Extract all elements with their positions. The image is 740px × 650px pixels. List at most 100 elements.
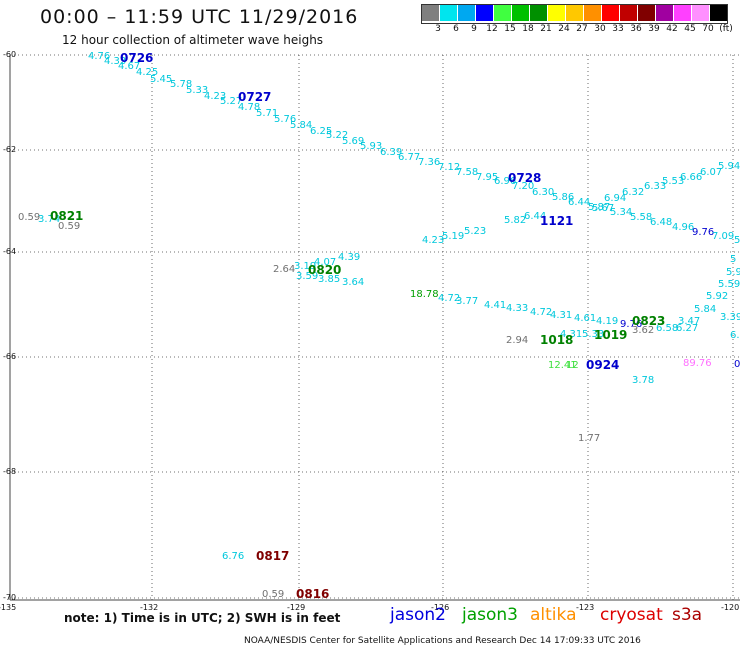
swh-value: 9.76 [692, 227, 715, 238]
legend-label: 24 [558, 24, 570, 34]
longitude-label: -126 [431, 603, 450, 612]
swh-value: 5.84 [290, 120, 313, 131]
longitude-label: -132 [140, 603, 159, 612]
swh-value: 7.20 [512, 181, 535, 192]
legend-swatch [602, 5, 620, 21]
swh-value: 5.92 [706, 291, 729, 302]
swh-value: 5.9 [726, 267, 740, 278]
swh-value: 6.30 [532, 187, 555, 198]
legend-label: 6 [453, 24, 459, 34]
swh-value: 5.19 [442, 231, 465, 242]
swh-value: 6.76 [222, 551, 245, 562]
swh-value: 3.85 [318, 274, 341, 285]
swh-value: 4.72 [530, 307, 553, 318]
swh-value: 5.33 [186, 85, 209, 96]
swh-value: 5.58 [630, 212, 653, 223]
swh-value: 6.33 [644, 181, 667, 192]
pass-time-label: 1019 [594, 328, 628, 342]
pass-time-label: 0821 [50, 209, 84, 223]
graticule [9, 54, 740, 601]
legend-label: 9 [471, 24, 477, 34]
swh-value: 4.41 [484, 300, 507, 311]
swh-value: 5.22 [326, 130, 349, 141]
swh-value: 5.23 [464, 226, 487, 237]
pass-time-label: 0924 [586, 358, 620, 372]
legend-swatch [458, 5, 476, 21]
legend-swatch [656, 5, 674, 21]
swh-value: 6.25 [310, 126, 333, 137]
swh-value: 3.64 [342, 277, 365, 288]
swh-value: 4.23 [422, 235, 445, 246]
swh-value: 4.33 [104, 56, 127, 67]
latitude-label: -64 [3, 247, 17, 256]
legend-label: 33 [612, 24, 624, 34]
swh-value: 18.78 [410, 289, 439, 300]
legend-label: 27 [576, 24, 588, 34]
swh-value: 3.74 [38, 214, 61, 225]
latitude-label: -68 [3, 467, 17, 476]
latitude-label: -70 [3, 593, 17, 602]
longitude-label: -135 [0, 603, 17, 612]
swh-value: 4.96 [672, 222, 695, 233]
map-title: 00:00 – 11:59 UTC 11/29/2016 [40, 6, 359, 28]
swh-value: 4.25 [136, 67, 159, 78]
swh-value: 9.76 [620, 319, 643, 330]
swh-value: 1.77 [578, 433, 601, 444]
swh-value: 6.58 [656, 323, 679, 334]
legend-swatch [422, 5, 440, 21]
legend-label: 39 [648, 24, 660, 34]
swh-value: 5.87 [588, 202, 611, 213]
footnote: note: 1) Time is in UTC; 2) SWH is in fe… [64, 611, 341, 625]
swh-value: 6.07 [700, 167, 723, 178]
swh-value: 5.53 [662, 176, 685, 187]
swh-value: 6.32 [622, 187, 645, 198]
swh-value: 5.67 [592, 203, 615, 214]
legend-swatch [620, 5, 638, 21]
swh-value: 5.94 [718, 161, 740, 172]
legend-label: 3 [435, 24, 441, 34]
legend-label: 12 [486, 24, 498, 34]
swh-value: 2.64 [273, 264, 296, 275]
longitude-label: -129 [287, 603, 306, 612]
legend-swatch [548, 5, 566, 21]
swh-value: 0.59 [58, 221, 81, 232]
swh-value: 7.12 [438, 162, 461, 173]
swh-value: 4.72 [438, 293, 461, 304]
credit-line: NOAA/NESDIS Center for Satellite Applica… [244, 636, 641, 646]
swh-value: 5.82 [504, 215, 527, 226]
pass-time-label: 0726 [120, 51, 154, 65]
legend-swatch [440, 5, 458, 21]
swh-value: 4.76 [88, 51, 111, 62]
swh-value: 2.94 [506, 335, 529, 346]
swh-value: 5.33 [582, 329, 605, 340]
swh-value: 12.41 [548, 360, 577, 371]
swh-value: 4.31 [550, 310, 573, 321]
pass-time-label: 0820 [308, 263, 342, 277]
swh-value: 7.95 [476, 172, 499, 183]
legend-swatch [692, 5, 710, 21]
pass-time-label: 0823 [632, 314, 666, 328]
swh-value: 6.4 [730, 330, 740, 341]
swh-value: 4.33 [506, 303, 529, 314]
swh-value: 3.39 [720, 312, 740, 323]
satellite-cryosat: cryosat [600, 605, 663, 625]
swh-value: 5.69 [342, 136, 365, 147]
swh-value: 5.84 [694, 304, 717, 315]
legend-label: 30 [594, 24, 606, 34]
swh-value: 3.78 [632, 375, 655, 386]
swh-value: 6.96 [494, 176, 517, 187]
swh-value: 3.59 [296, 271, 319, 282]
legend-label: 70 [702, 24, 714, 34]
swh-value: 4.23 [204, 91, 227, 102]
legend-swatch [674, 5, 692, 21]
legend-swatch [476, 5, 494, 21]
satellite-altika: altika [530, 605, 577, 625]
swh-value: 5.71 [256, 108, 279, 119]
swh-value: 6.66 [680, 172, 703, 183]
swh-value: 5.34 [610, 207, 633, 218]
swh-value: 4.07 [314, 257, 337, 268]
legend-swatch [710, 5, 727, 21]
satellite-jason3: jason3 [462, 605, 518, 625]
